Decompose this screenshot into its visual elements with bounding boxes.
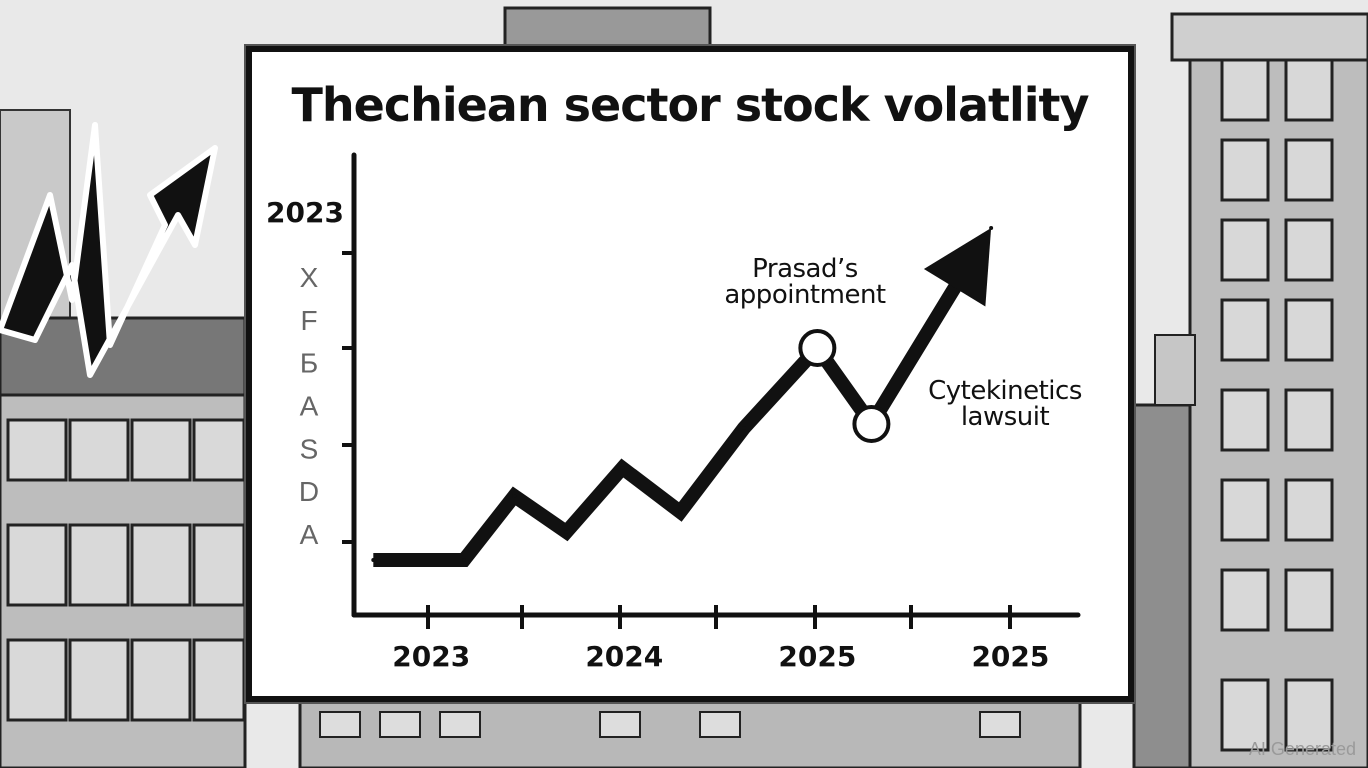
- chart-title: Thechiean sector stock volatlity: [291, 78, 1090, 132]
- data-point: [371, 558, 376, 562]
- data-point: [462, 558, 467, 562]
- y-tick-label: F: [300, 305, 317, 336]
- data-point: [512, 494, 517, 498]
- y-axis-top-label: 2023: [266, 196, 344, 229]
- data-point: [678, 510, 683, 514]
- annotation-lawsuit-line2: lawsuit: [960, 402, 1050, 432]
- data-point: [620, 466, 625, 470]
- annotation-prasad-line1: Prasad’s: [752, 254, 858, 284]
- series-line: [373, 258, 977, 567]
- y-tick-label: S: [300, 433, 319, 464]
- building-right: [1188, 28, 1368, 768]
- x-tick-label: 2024: [585, 640, 663, 673]
- data-point: [989, 226, 994, 230]
- data-point: [741, 426, 746, 430]
- arrowhead: [923, 228, 992, 307]
- chart-board: [246, 46, 1134, 702]
- y-tick-label: Б: [300, 348, 318, 379]
- y-tick-label: A: [300, 391, 319, 422]
- y-tick-label: X: [300, 262, 319, 293]
- annotation-marker: [798, 329, 837, 367]
- x-tick-label: 2025: [778, 640, 856, 673]
- zigzag-arrow-icon: [0, 122, 218, 378]
- annotation-marker: [852, 405, 891, 443]
- annotation-prasad: Prasad’s appointment: [690, 256, 920, 308]
- watermark: AI Generated: [1248, 739, 1356, 759]
- y-tick-label: D: [299, 476, 319, 507]
- x-tick-label: 2025: [971, 640, 1049, 673]
- annotation-lawsuit: Cytekinetics lawsuit: [900, 378, 1110, 430]
- annotation-lawsuit-line1: Cytekinetics: [928, 376, 1082, 406]
- annotation-prasad-line2: appointment: [724, 280, 886, 310]
- data-point: [564, 530, 569, 534]
- y-tick-label: A: [300, 519, 319, 550]
- x-tick-label: 2023: [392, 640, 470, 673]
